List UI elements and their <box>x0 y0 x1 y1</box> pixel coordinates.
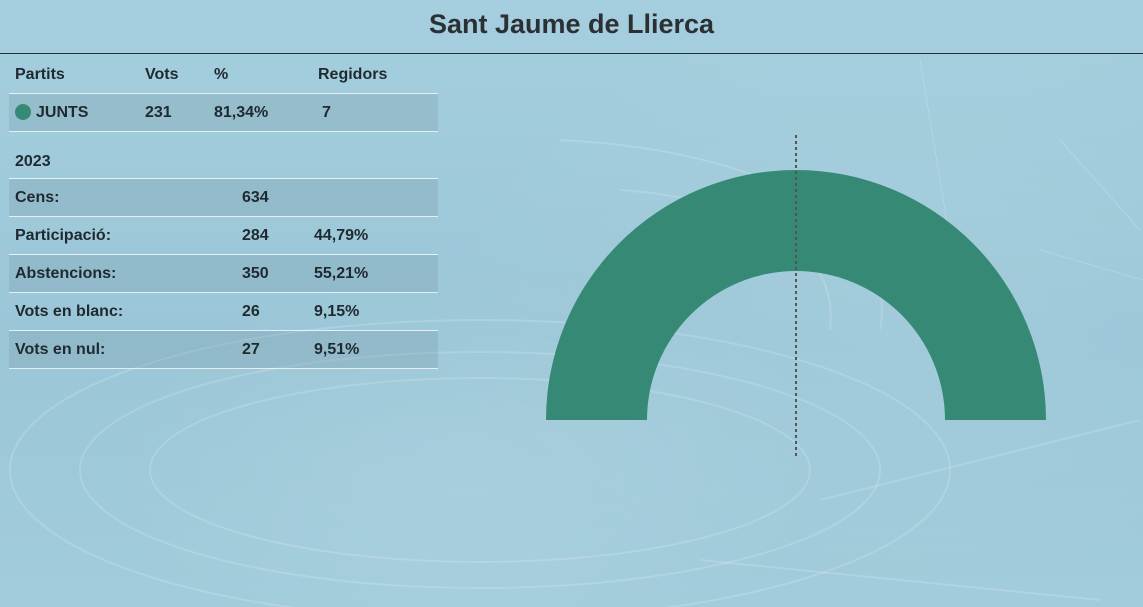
summary-row-abstentions: Abstencions: 350 55,21% <box>9 255 438 293</box>
summary-label: Cens: <box>15 189 60 206</box>
summary-percent: 9,51% <box>314 341 360 358</box>
summary-label: Participació: <box>15 227 112 244</box>
summary-row-null-votes: Vots en nul: 27 9,51% <box>9 331 438 369</box>
summary-value: 27 <box>242 341 260 358</box>
seat-slice-junts <box>546 170 1046 420</box>
seat-chart <box>540 130 1052 460</box>
header-seats: Regidors <box>318 66 388 83</box>
seat-chart-svg <box>546 135 1046 456</box>
summary-row-participation: Participació: 284 44,79% <box>9 217 438 255</box>
summary-percent: 9,15% <box>314 303 360 320</box>
party-name: JUNTS <box>36 104 89 121</box>
summary-label: Abstencions: <box>15 265 117 282</box>
summary-label: Vots en nul: <box>15 341 106 358</box>
summary-value: 284 <box>242 227 269 244</box>
summary-percent: 44,79% <box>314 227 369 244</box>
summary-label: Vots en blanc: <box>15 303 124 320</box>
header-votes: Vots <box>145 66 179 83</box>
summary-percent: 55,21% <box>314 265 369 282</box>
summary-row-census: Cens: 634 <box>9 179 438 217</box>
results-header-row: Partits Vots % Regidors <box>9 56 438 94</box>
summary-row-blank-votes: Vots en blanc: 26 9,15% <box>9 293 438 331</box>
party-seats: 7 <box>322 104 331 121</box>
summary-year-row: 2023 <box>9 132 438 179</box>
header-percent: % <box>214 66 229 83</box>
header-party: Partits <box>15 66 65 83</box>
party-votes: 231 <box>145 104 172 121</box>
page-title: Sant Jaume de Llierca <box>428 9 715 39</box>
title-divider <box>0 53 1143 54</box>
party-row: JUNTS 231 81,34% 7 <box>9 94 438 132</box>
summary-value: 26 <box>242 303 260 320</box>
summary-value: 350 <box>242 265 269 282</box>
summary-value: 634 <box>242 189 269 206</box>
party-percent: 81,34% <box>214 104 269 121</box>
party-color-dot <box>15 104 31 120</box>
results-table: Partits Vots % Regidors JUNTS 231 81,34%… <box>9 56 438 369</box>
summary-year: 2023 <box>15 153 51 170</box>
